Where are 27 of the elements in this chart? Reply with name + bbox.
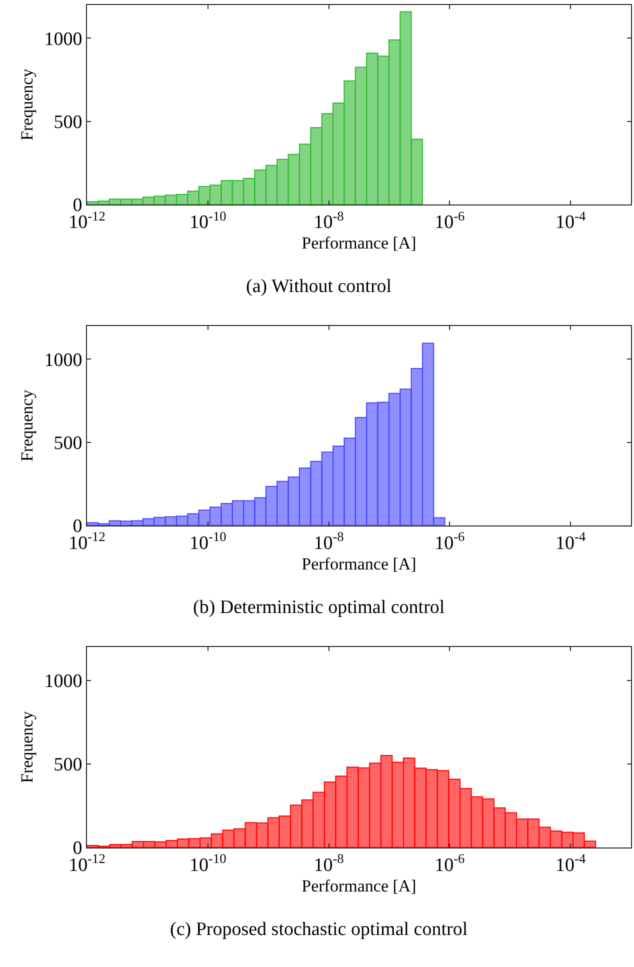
y-tick-label: 1000 bbox=[44, 28, 82, 50]
x-axis-title: Performance [A] bbox=[302, 234, 416, 253]
x-tick-label: 10$^{-8}$ bbox=[314, 851, 344, 876]
x-tick-label: 10$^{-8}$ bbox=[314, 208, 344, 234]
x-tick-label: 10$^{-6}$ bbox=[434, 851, 466, 876]
x-tick-label: 10$^{-6}$ bbox=[434, 529, 466, 554]
y-tick-label: 500 bbox=[54, 432, 82, 454]
x-tick-label: 10$^{-10}$ bbox=[190, 529, 227, 554]
y-tick-label: 1000 bbox=[44, 670, 82, 692]
y-axis-title: Frequency bbox=[18, 389, 37, 462]
y-axis-title: Frequency bbox=[18, 710, 37, 783]
x-tick-label: 10$^{-8}$ bbox=[314, 529, 344, 554]
x-tick-label: 10$^{-4}$ bbox=[556, 529, 586, 554]
x-axis-title: Performance [A] bbox=[302, 876, 416, 896]
y-tick-label: 1000 bbox=[44, 350, 82, 371]
text: (c) Proposed stochastic optimal control bbox=[170, 919, 468, 940]
x-tick-label: 10$^{-4}$ bbox=[556, 208, 586, 234]
text: (b) Deterministic optimal control bbox=[193, 597, 445, 618]
y-tick-label: 500 bbox=[54, 112, 82, 133]
y-tick-label: 500 bbox=[54, 754, 82, 776]
x-tick-label: 10$^{-10}$ bbox=[190, 208, 227, 234]
x-tick-label: 10$^{-4}$ bbox=[556, 851, 586, 876]
x-axis-title: Performance [A] bbox=[302, 554, 416, 574]
text: (a) Without control bbox=[246, 276, 392, 297]
x-tick-label: 10$^{-6}$ bbox=[434, 208, 466, 234]
x-tick-label: 10$^{-10}$ bbox=[190, 851, 227, 876]
y-axis-title: Frequency bbox=[18, 68, 37, 141]
